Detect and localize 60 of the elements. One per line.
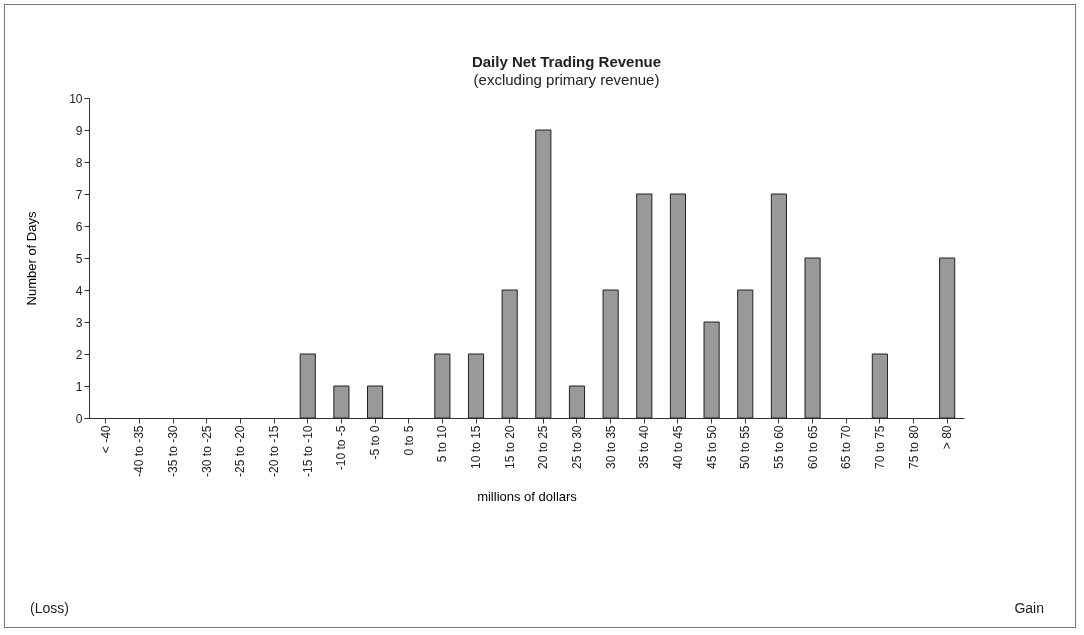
text: Gain <box>1014 600 1044 616</box>
bar <box>804 257 821 419</box>
x-tick-label: < -40 <box>98 425 113 454</box>
x-axis-title: millions of dollars <box>477 488 578 504</box>
y-tick-label: 5 <box>75 251 83 266</box>
x-tick-label: 5 to 10 <box>435 425 450 463</box>
bar <box>299 353 316 419</box>
y-tick-label: 0 <box>75 411 83 426</box>
bar <box>568 385 586 419</box>
bar <box>535 129 552 419</box>
bar <box>770 193 787 419</box>
y-tick-label: 3 <box>75 315 83 330</box>
x-tick-label: 65 to 70 <box>839 425 854 469</box>
x-tick-label: > 80 <box>940 425 955 450</box>
x-tick-label: 25 to 30 <box>569 425 584 469</box>
bar <box>636 193 653 419</box>
x-tick-label: 55 to 60 <box>771 425 786 469</box>
bar <box>602 289 619 419</box>
x-tick-label: 30 to 35 <box>603 425 618 469</box>
bar <box>333 385 350 419</box>
chart-title: Daily Net Trading Revenue <box>471 53 662 70</box>
x-tick-label: 0 to 5 <box>401 425 416 456</box>
bar <box>669 193 687 419</box>
bar <box>939 257 956 419</box>
x-tick-label: -15 to -10 <box>300 425 315 477</box>
x-tick-label: -35 to -30 <box>166 425 181 477</box>
x-tick-label: -30 to -25 <box>199 425 214 477</box>
x-tick-label: 50 to 55 <box>738 425 753 469</box>
bar <box>366 385 384 419</box>
bar <box>467 353 485 419</box>
y-tick-label: 1 <box>75 379 83 394</box>
x-tick-label: 75 to 80 <box>906 425 921 469</box>
bar <box>501 289 518 419</box>
y-tick-label: 10 <box>69 91 83 106</box>
x-tick-label: 60 to 65 <box>805 425 820 469</box>
x-tick-label: 40 to 45 <box>670 425 685 469</box>
bar <box>737 289 754 419</box>
bar <box>871 353 888 419</box>
chart-subtitle: (excluding primary revenue) <box>473 71 660 88</box>
bar <box>434 353 451 419</box>
y-tick-label: 4 <box>75 283 83 298</box>
x-tick-label: -5 to 0 <box>368 425 383 460</box>
y-tick-label: 7 <box>75 187 83 202</box>
bar <box>703 321 720 419</box>
x-tick-label: 70 to 75 <box>872 425 887 469</box>
text: (Loss) <box>30 600 69 616</box>
x-tick-label: -40 to -35 <box>132 425 147 477</box>
y-tick-label: 6 <box>75 219 83 234</box>
y-axis-title: Number of Days <box>24 211 40 306</box>
x-tick-label: 35 to 40 <box>637 425 652 469</box>
x-tick-label: -25 to -20 <box>233 425 248 477</box>
x-tick-label: -10 to -5 <box>334 425 349 471</box>
x-tick-label: 45 to 50 <box>704 425 719 469</box>
y-tick-label: 2 <box>75 347 83 362</box>
x-tick-label: 10 to 15 <box>469 425 484 469</box>
x-tick-label: -20 to -15 <box>267 425 282 477</box>
x-tick-label: 20 to 25 <box>536 425 551 469</box>
y-tick-label: 9 <box>75 123 83 138</box>
x-tick-label: 15 to 20 <box>502 425 517 469</box>
y-tick-label: 8 <box>75 155 83 170</box>
